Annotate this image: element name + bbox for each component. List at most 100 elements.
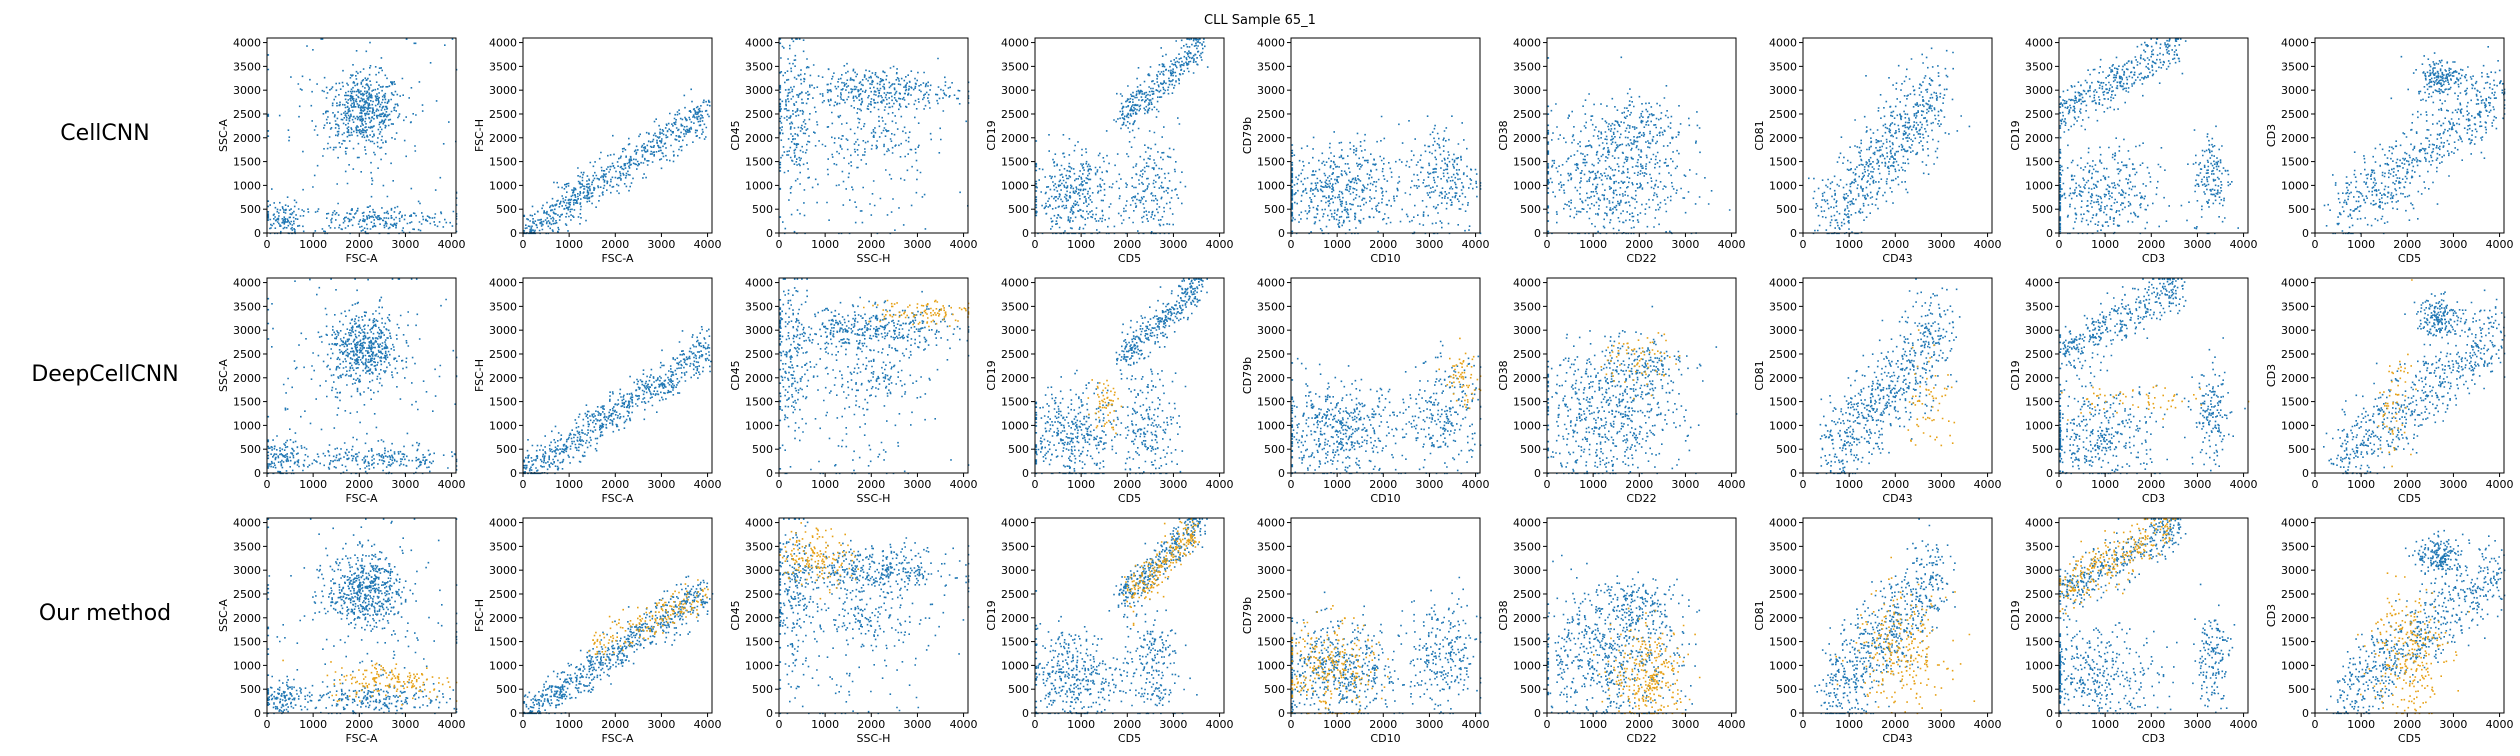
x-tick-label: 1000 [2091, 238, 2119, 251]
y-tick-label: 0 [1022, 707, 1029, 720]
x-tick-label: 0 [264, 718, 271, 731]
y-tick-label: 500 [752, 683, 773, 696]
y-tick-label: 1500 [1257, 396, 1285, 409]
x-tick-label: 3000 [1671, 718, 1699, 731]
y-tick-label: 0 [1278, 227, 1285, 240]
axes-frame [1546, 277, 1737, 474]
x-tick-label: 2000 [857, 238, 885, 251]
x-tick-label: 0 [2312, 238, 2319, 251]
background-points [2323, 289, 2506, 475]
y-tick-label: 500 [2032, 443, 2053, 456]
axes-frame [778, 517, 969, 714]
y-tick-label: 500 [2288, 203, 2309, 216]
x-tick-label: 1000 [1579, 238, 1607, 251]
y-tick-label: 2500 [1513, 348, 1541, 361]
y-axis-label: CD79b [1241, 117, 1254, 154]
y-axis-label: CD45 [729, 360, 742, 390]
x-tick-label: 3000 [647, 238, 675, 251]
axes-frame [1546, 37, 1737, 234]
y-tick-label: 3000 [2025, 564, 2053, 577]
x-tick-label: 1000 [2091, 478, 2119, 491]
y-tick-label: 2000 [1001, 372, 1029, 385]
y-tick-label: 2000 [2281, 612, 2309, 625]
x-tick-label: 1000 [555, 238, 583, 251]
x-tick-label: 3000 [647, 718, 675, 731]
y-tick-label: 4000 [233, 517, 261, 530]
y-tick-label: 1000 [2025, 659, 2053, 672]
axes-frame [1034, 37, 1225, 234]
y-tick-label: 500 [496, 443, 517, 456]
y-tick-label: 1500 [2281, 396, 2309, 409]
y-tick-label: 0 [766, 707, 773, 720]
axes-frame [2058, 517, 2249, 714]
y-tick-label: 2500 [1257, 588, 1285, 601]
panel-r3-c4: 00 500 1000 1000 1500 2000 2000 2500 3000 3000 350… [985, 517, 1234, 745]
highlight-points [2059, 518, 2177, 615]
x-tick-label: 1000 [1323, 718, 1351, 731]
y-tick-label: 3000 [1257, 564, 1285, 577]
y-tick-label: 3500 [233, 300, 261, 313]
y-tick-label: 2500 [2025, 348, 2053, 361]
y-tick-label: 2000 [1001, 132, 1029, 145]
x-tick-label: 3000 [903, 238, 931, 251]
y-tick-label: 2000 [1769, 372, 1797, 385]
x-tick-label: 2000 [1113, 478, 1141, 491]
highlight-points [2377, 279, 2417, 468]
panel-r1-c3: 00 500 1000 1000 1500 2000 2000 2500 3000 3000 350… [729, 37, 978, 265]
y-tick-label: 3500 [2281, 300, 2309, 313]
y-tick-label: 0 [2302, 467, 2309, 480]
y-tick-label: 1000 [745, 419, 773, 432]
y-tick-label: 2500 [1769, 348, 1797, 361]
x-tick-label: 1000 [811, 718, 839, 731]
panel-r3-c3: 00 500 1000 1000 1500 2000 2000 2500 3000 3000 350… [729, 517, 978, 745]
axes-frame [2058, 277, 2249, 474]
y-tick-label: 1500 [2025, 156, 2053, 169]
axes-frame [522, 517, 713, 714]
y-tick-label: 2000 [2025, 132, 2053, 145]
x-tick-label: 4000 [694, 478, 722, 491]
y-tick-label: 3500 [1513, 60, 1541, 73]
x-tick-label: 2000 [2137, 718, 2165, 731]
y-tick-label: 3000 [1513, 84, 1541, 97]
y-tick-label: 2500 [233, 348, 261, 361]
y-tick-label: 2000 [1257, 132, 1285, 145]
y-tick-label: 2000 [233, 132, 261, 145]
x-axis-label: CD22 [1626, 732, 1656, 745]
y-tick-label: 500 [1776, 203, 1797, 216]
panel-r2-c9: 00 500 1000 1000 1500 2000 2000 2500 3000 3000 350… [2265, 277, 2514, 505]
y-tick-label: 500 [240, 203, 261, 216]
y-axis-label: CD45 [729, 120, 742, 150]
x-tick-label: 2000 [1369, 718, 1397, 731]
x-tick-label: 3000 [1415, 718, 1443, 731]
x-axis-label: FSC-A [601, 252, 634, 265]
y-tick-label: 1500 [2025, 396, 2053, 409]
background-points [267, 518, 458, 715]
highlight-points [1600, 332, 1681, 400]
background-points [2323, 46, 2506, 235]
y-tick-label: 1500 [1001, 396, 1029, 409]
x-tick-label: 0 [1800, 478, 1807, 491]
background-points [1291, 115, 1482, 235]
x-tick-label: 1000 [1579, 478, 1607, 491]
y-tick-label: 2000 [1513, 612, 1541, 625]
x-tick-label: 3000 [903, 478, 931, 491]
highlight-points [1438, 337, 1482, 410]
y-tick-label: 2500 [1257, 108, 1285, 121]
y-tick-label: 3500 [1769, 540, 1797, 553]
y-tick-label: 3000 [233, 324, 261, 337]
x-tick-label: 1000 [811, 238, 839, 251]
background-points [267, 278, 458, 475]
panel-r3-c2: 00 500 1000 1000 1500 2000 2000 2500 3000 3000 350… [473, 517, 722, 745]
x-tick-label: 3000 [391, 238, 419, 251]
x-tick-label: 2000 [601, 718, 629, 731]
x-tick-label: 0 [2056, 478, 2063, 491]
y-tick-label: 1000 [745, 179, 773, 192]
background-points [523, 88, 711, 235]
x-tick-label: 2000 [2137, 238, 2165, 251]
axes-frame [778, 37, 969, 234]
y-tick-label: 1000 [2025, 419, 2053, 432]
x-axis-label: CD43 [1882, 732, 1912, 745]
panel-r1-c9: 00 500 1000 1000 1500 2000 2000 2500 3000 3000 350… [2265, 37, 2514, 265]
x-tick-label: 4000 [1974, 478, 2002, 491]
panel-r2-c3: 00 500 1000 1000 1500 2000 2000 2500 3000 3000 350… [729, 277, 978, 505]
